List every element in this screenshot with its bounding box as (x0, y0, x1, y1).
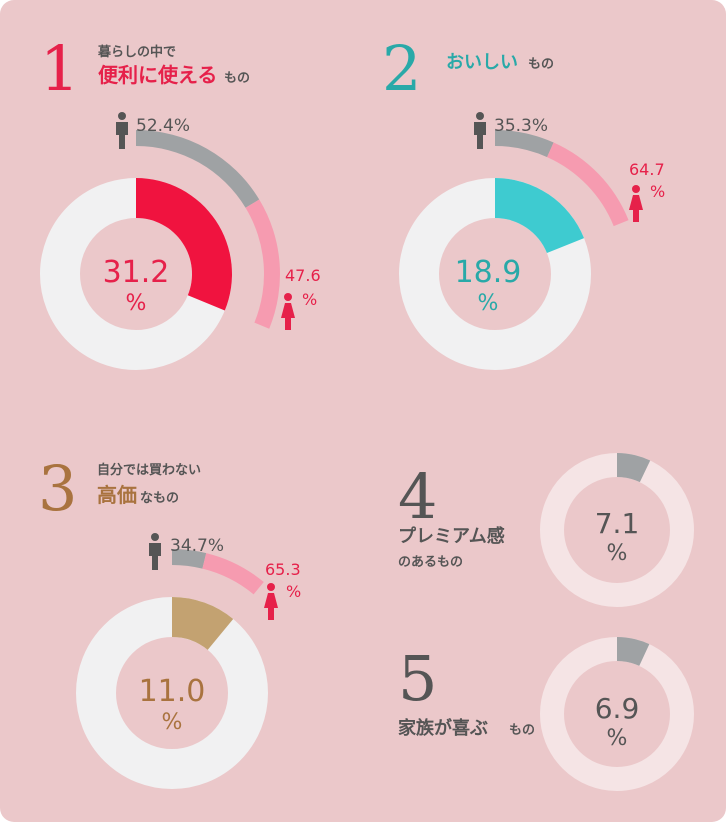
chart-2-female-label: 64.7 (629, 160, 665, 179)
chart-3-title-big: 高価 (97, 483, 137, 507)
chart-2-value-label: 18.9 (455, 255, 522, 290)
chart-3-female-arc (202, 553, 264, 595)
chart-5: 5 家族が喜ぶ もの 6.9 % (398, 637, 694, 791)
chart-2-male-label: 35.3% (494, 116, 548, 136)
chart-2-female-arc (547, 142, 629, 227)
chart-3-title-small: 自分では買わない (97, 462, 201, 478)
chart-2-value-segment (495, 178, 585, 254)
chart-2-male-arc (495, 130, 554, 158)
chart-5-value-segment (617, 637, 650, 666)
chart-1-female-unit: % (302, 290, 317, 309)
chart-1-title-suffix: もの (224, 71, 250, 86)
chart-3-male-arc (172, 549, 207, 569)
chart-4-value-segment (617, 453, 651, 483)
female-icon (629, 185, 643, 222)
chart-3-number: 3 (38, 452, 77, 525)
female-icon (264, 583, 278, 620)
chart-1-value-label: 31.2 (103, 255, 170, 290)
chart-5-value-label: 6.9 (595, 692, 640, 725)
chart-4-value-label: 7.1 (595, 507, 640, 540)
chart-3-female-label: 65.3 (265, 560, 301, 579)
chart-2-title-big: おいしい (446, 52, 518, 73)
male-icon (116, 112, 128, 149)
chart-1-unit: % (126, 291, 147, 316)
chart-1-male-arc (136, 130, 260, 208)
chart-1-number: 1 (40, 32, 79, 105)
chart-1-value-segment (136, 178, 232, 311)
chart-2-title-suffix: もの (528, 57, 554, 72)
chart-3-value-segment (172, 597, 234, 650)
chart-3-male-label: 34.7% (170, 536, 224, 556)
chart-1-title-small: 暮らしの中で (97, 44, 176, 60)
chart-3-value-label: 11.0 (139, 674, 206, 709)
chart-1-female-arc (245, 199, 281, 329)
chart-2: 2 おいしい もの 18.9 % 35.3% 64.7 % (382, 32, 665, 370)
chart-2-unit: % (478, 291, 499, 316)
chart-2-female-unit: % (650, 182, 665, 201)
chart-5-title-suffix: もの (509, 723, 535, 738)
chart-3-title-suffix: なもの (140, 491, 179, 506)
chart-3-female-unit: % (286, 582, 301, 601)
chart-4-title-line2: のあるもの (398, 555, 463, 570)
chart-1-title-big: 便利に使える (98, 63, 217, 87)
chart-3-unit: % (162, 710, 183, 735)
chart-4: 4 プレミアム感 のあるもの 7.1 % (398, 453, 694, 607)
chart-4-title-big: プレミアム感 (398, 525, 505, 547)
chart-5-title-big: 家族が喜ぶ (398, 717, 488, 739)
chart-3: 3 自分では買わない 高価 なもの 11.0 % 34.7% 65.3 % (38, 452, 301, 789)
female-icon (281, 293, 295, 330)
chart-1-female-label: 47.6 (285, 266, 321, 285)
chart-1: 1 暮らしの中で 便利に使える もの 31.2 % 52.4% 47.6 % (40, 32, 321, 370)
chart-2-number: 2 (382, 32, 421, 105)
male-icon (149, 533, 161, 570)
chart-1-male-label: 52.4% (136, 116, 190, 136)
chart-4-number: 4 (398, 460, 437, 533)
chart-4-unit: % (607, 541, 628, 566)
chart-5-number: 5 (398, 642, 437, 715)
male-icon (474, 112, 486, 149)
chart-5-unit: % (607, 726, 628, 751)
